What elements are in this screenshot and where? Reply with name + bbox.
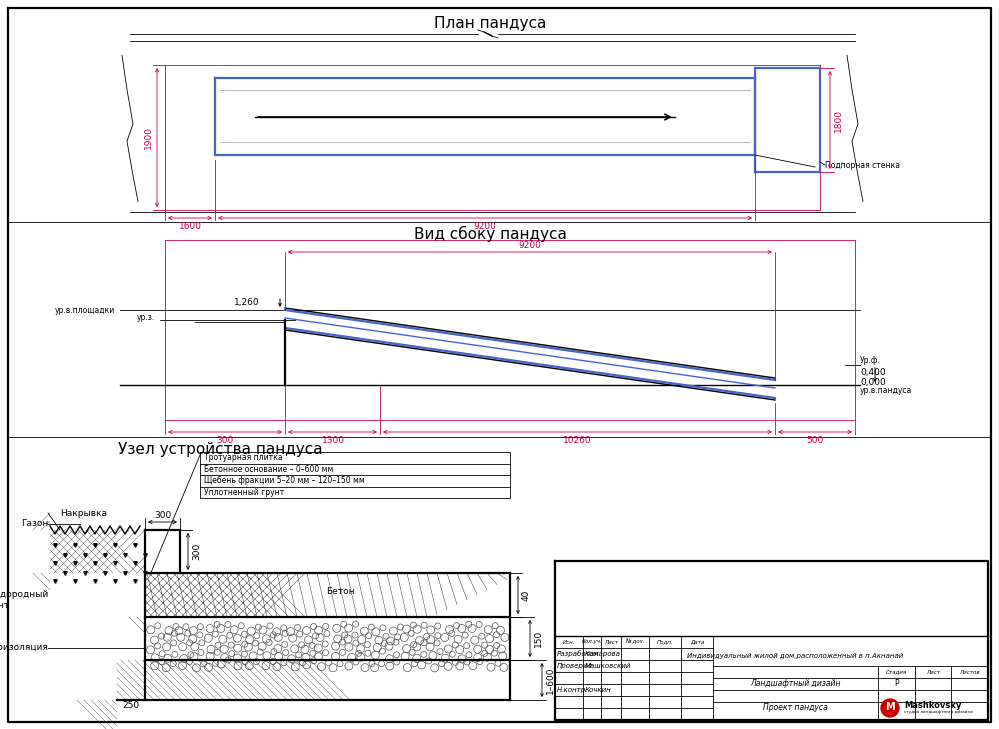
Text: Ландшафтный дизайн: Ландшафтный дизайн [750,679,841,688]
Text: 40: 40 [522,589,531,601]
Text: Листов: Листов [959,669,980,674]
Text: Стадия: Стадия [886,669,907,674]
Text: Проверил: Проверил [557,663,592,669]
Text: 1800: 1800 [834,109,843,131]
Text: Накрывка: Накрывка [60,509,107,518]
Text: 250: 250 [123,701,140,711]
Text: Узел устройства пандуса: Узел устройства пандуса [118,442,323,457]
Text: ур.в.пандуса: ур.в.пандуса [860,386,912,394]
Text: Mashkovsky: Mashkovsky [904,701,961,709]
Text: 1300: 1300 [322,436,345,445]
Text: Бетонное основание – 0–600 мм: Бетонное основание – 0–600 мм [204,465,334,474]
Text: Плодородный
грунт: Плодородный грунт [0,590,48,609]
Text: Кочкин: Кочкин [585,687,611,693]
Text: ур.в.площадки: ур.в.площадки [55,305,115,314]
Text: Газон: Газон [21,520,48,529]
Circle shape [881,699,899,717]
Text: 300: 300 [154,511,171,520]
Text: Кол.уч.: Кол.уч. [581,639,602,644]
Text: 9200: 9200 [474,222,497,231]
Text: ур.з.: ур.з. [137,313,155,322]
Text: Лист: Лист [926,669,940,674]
Text: Индивидуальный жилой дом,расположенный в п.Акнанай: Индивидуальный жилой дом,расположенный в… [687,653,904,659]
Text: Исн.: Исн. [562,639,575,644]
Text: 300: 300 [217,436,234,445]
Text: 1600: 1600 [179,222,202,231]
Text: 1900: 1900 [144,125,153,149]
Text: План пандуса: План пандуса [434,16,546,31]
Text: 0,400: 0,400 [860,367,886,376]
Text: Вид сбоку пандуса: Вид сбоку пандуса [414,226,566,242]
Text: Проект пандуса: Проект пандуса [763,703,828,712]
Text: Подп.: Подп. [656,639,673,644]
Text: 500: 500 [806,436,823,445]
Text: Машковский: Машковский [585,663,631,669]
Text: Лист: Лист [604,639,618,644]
Text: Подпорная стенка: Подпорная стенка [825,160,900,170]
Text: студия ландшафтного дизайна: студия ландшафтного дизайна [904,710,973,714]
Text: 150: 150 [534,629,543,647]
Text: 1–600: 1–600 [546,666,555,694]
Text: № дох.: № дох. [625,639,644,644]
Text: Уплотненный грунт: Уплотненный грунт [204,488,285,496]
Text: Разработал: Разработал [557,650,599,658]
Text: 9200: 9200 [518,241,541,250]
Text: 10260: 10260 [563,436,591,445]
Text: Р: Р [894,679,899,688]
Text: 300: 300 [192,542,201,560]
Text: Щебень фракции 5–20 мм – 120–150 мм: Щебень фракции 5–20 мм – 120–150 мм [204,476,365,486]
Text: 1,260: 1,260 [235,298,260,307]
Text: 0,000: 0,000 [860,378,886,386]
Text: Бетон: Бетон [326,588,355,596]
Text: Н.контр.: Н.контр. [557,687,588,693]
Text: Ур.ф.: Ур.ф. [860,356,881,364]
Text: M: M [885,702,895,712]
Text: Тротуарная плитка: Тротуарная плитка [204,453,283,462]
Text: Гидроизоляция: Гидроизоляция [0,644,48,652]
Text: Комарова: Комарова [585,651,620,657]
Text: Дата: Дата [690,639,704,644]
